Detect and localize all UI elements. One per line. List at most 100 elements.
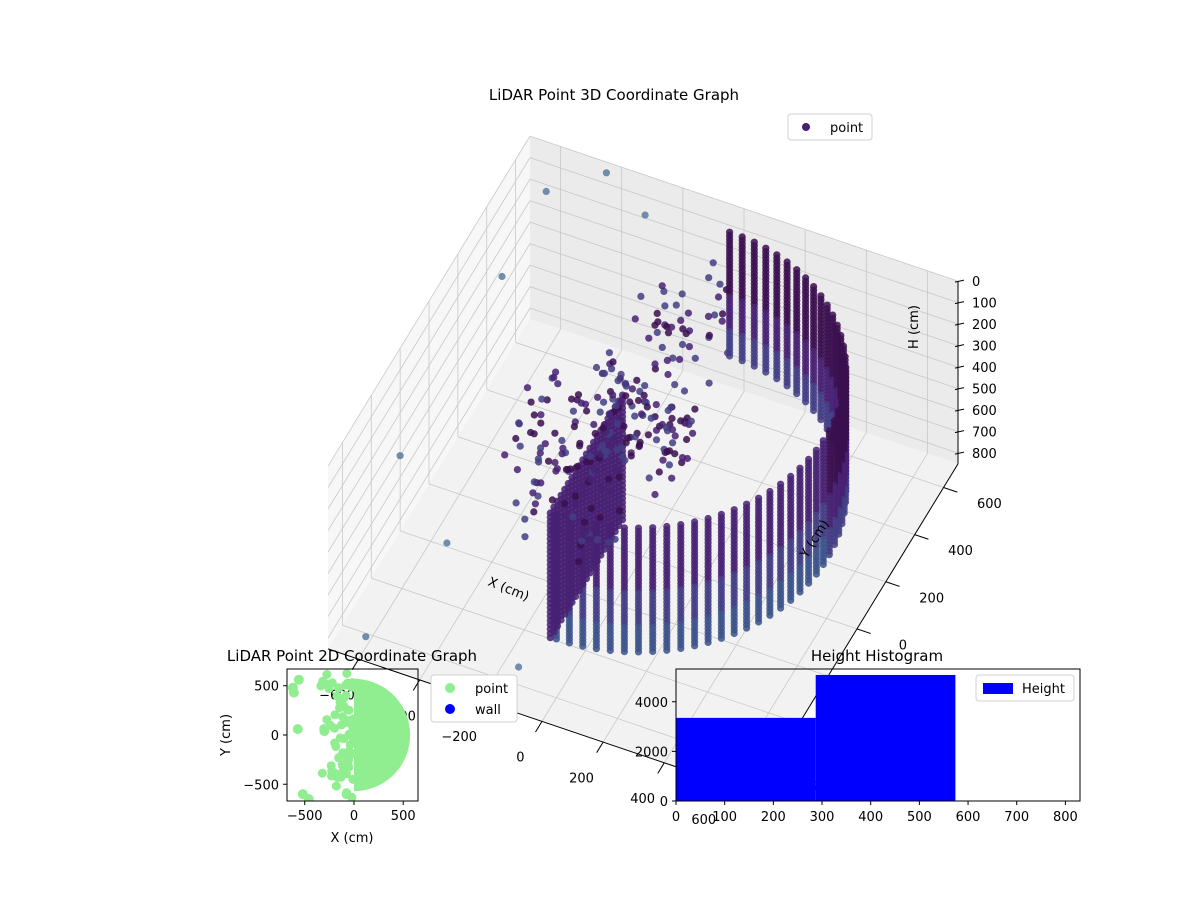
point-marker [569,407,578,415]
point-marker [658,282,666,290]
point-marker [678,340,687,349]
point-marker [537,479,545,487]
point-marker [558,450,566,458]
h-tick-label: 100 [972,297,997,312]
chart-3d-points [362,169,850,671]
point-marker [330,738,340,748]
point-marker [590,563,598,571]
point-marker [537,411,545,419]
point-marker [521,515,529,523]
point-marker [337,720,346,730]
point-marker [570,423,579,431]
point-marker [667,403,675,411]
point-marker [592,363,601,372]
point-marker [342,669,352,678]
point-marker [773,375,781,383]
point-marker [341,690,351,700]
point-marker [568,395,576,403]
point-marker [531,500,540,508]
point-marker [347,749,357,759]
x-tick-label: 0 [672,810,680,825]
point-marker [615,522,623,530]
point-marker [743,624,751,632]
point-marker [332,691,342,701]
h-tick-mark [954,451,965,455]
y-tick-label: −500 [243,778,279,793]
y-tick-mark [856,628,871,635]
point-marker [653,328,661,337]
chart-hist-bars [676,674,956,801]
point-marker [668,414,676,422]
x-tick-mark [535,721,543,733]
point-marker [527,428,535,437]
point-marker [714,293,723,301]
point-marker [550,373,558,381]
point-marker [523,384,532,392]
chart-hist-frame [675,668,1081,802]
point-marker [534,492,542,500]
point-marker [676,355,684,363]
point-marker [641,382,649,390]
point-marker [716,280,724,288]
point-marker [620,648,629,656]
point-marker [558,436,566,445]
point-marker [396,452,404,460]
hist-bar [676,717,816,801]
x-tick-label: 200 [761,810,786,825]
chart-2d-ylabel: Y (cm) [219,714,234,757]
chart-3d-legend-marker [802,123,810,131]
point-marker [618,516,627,524]
point-marker [590,420,598,429]
point-marker [530,508,538,516]
y-tick-label: 500 [254,680,279,695]
point-marker [530,478,538,486]
point-marker [537,444,545,452]
point-marker [288,687,299,698]
point-marker [620,422,628,430]
point-marker [557,616,565,624]
grid-y-floor [515,342,944,488]
point-region [353,678,411,792]
point-marker [672,301,680,309]
chart-2d: LiDAR Point 2D Coordinate Graph −500 0 500… [219,647,518,846]
chart-hist-legend-label: Height [1022,682,1065,697]
point-marker [362,633,370,641]
point-marker [796,588,804,596]
point-marker [668,426,677,434]
point-marker [606,411,614,419]
h-tick-mark [954,344,965,348]
point-marker [802,398,810,406]
point-marker [551,550,559,558]
point-marker [586,458,594,466]
point-marker [597,485,605,493]
y-tick-mark [914,534,929,540]
point-marker [677,417,685,425]
h-tick-label: 400 [972,361,997,376]
point-marker [766,611,774,619]
point-marker [651,360,659,368]
y-tick-label: 200 [919,591,944,606]
point-marker [611,528,619,536]
grid-y-floor [400,530,829,677]
point-marker [637,292,645,300]
point-marker [348,774,358,784]
point-marker [705,274,713,282]
chart-3d-title: LiDAR Point 3D Coordinate Graph [489,86,739,104]
point-marker [750,362,758,370]
x-tick-label: 400 [630,792,655,807]
point-marker [704,638,712,647]
grid-h-back [529,135,959,282]
point-marker [691,405,699,413]
point-marker [292,724,303,735]
point-marker [571,492,579,500]
point-marker [644,431,653,439]
grid-h-left [327,200,531,531]
point-marker [512,434,520,443]
y-tick-label: 0 [271,729,279,744]
x-tick-mark [351,658,359,671]
point-marker [564,466,572,474]
h-tick-label: 600 [972,404,997,419]
point-marker [605,349,614,357]
point-marker [711,311,719,319]
